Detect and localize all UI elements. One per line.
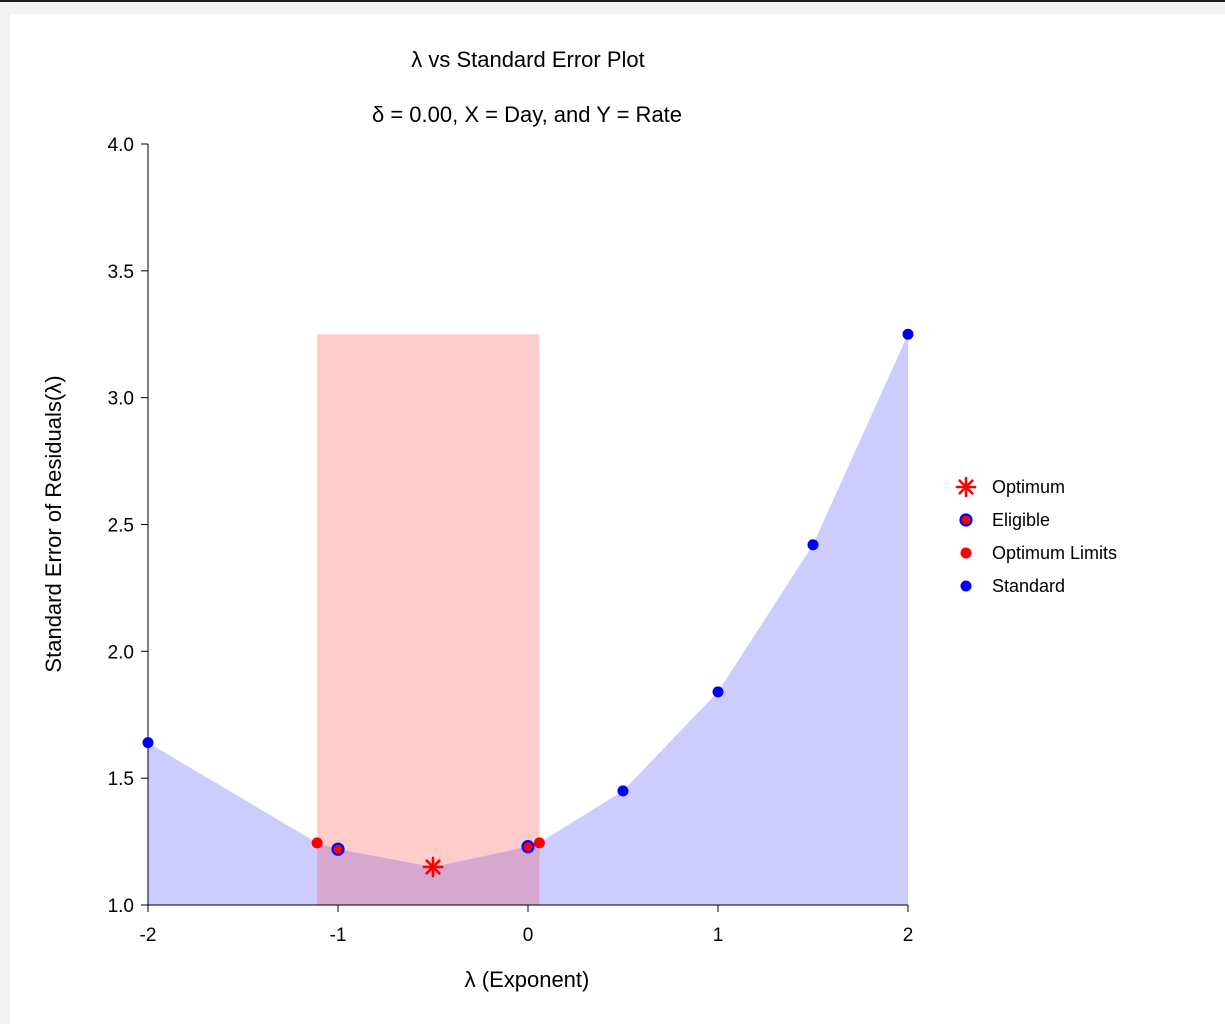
- legend-label-standard: Standard: [992, 576, 1065, 596]
- area-under-curve: [148, 334, 908, 905]
- y-tick-label: 4.0: [108, 135, 134, 156]
- legend-marker-eligible: [959, 513, 973, 527]
- standard-point: [712, 686, 724, 698]
- x-axis-label: λ (Exponent): [465, 967, 590, 992]
- x-tick-label: 0: [523, 925, 534, 946]
- legend-marker-optimum-limits: [960, 547, 972, 559]
- y-tick-label: 3.5: [108, 262, 134, 283]
- x-tick-label: 1: [713, 925, 724, 946]
- legend-label-eligible: Eligible: [992, 510, 1050, 530]
- legend: Optimum Eligible Optimum Limits Standard: [955, 476, 1117, 596]
- x-tick-label: -2: [140, 925, 157, 946]
- y-axis-label: Standard Error of Residuals(λ): [41, 375, 66, 672]
- asterisk-stroke: [958, 479, 974, 495]
- x-tick-label: -1: [330, 925, 347, 946]
- legend-label-optimum-limits: Optimum Limits: [992, 543, 1117, 563]
- legend-marker-standard: [960, 580, 972, 592]
- eligible-point: [521, 840, 535, 854]
- optimum-region: [317, 334, 540, 867]
- optimum-region-overlap: [317, 842, 540, 905]
- legend-label-optimum: Optimum: [992, 477, 1065, 497]
- y-tick-label: 2.0: [108, 642, 134, 663]
- y-tick-label: 2.5: [108, 516, 134, 537]
- standard-point: [902, 328, 914, 340]
- chart-subtitle: δ = 0.00, X = Day, and Y = Rate: [372, 102, 682, 127]
- x-tick-label: 2: [903, 925, 914, 946]
- y-tick-label: 1.0: [108, 896, 134, 917]
- y-tick-label: 1.5: [108, 769, 134, 790]
- standard-point: [807, 539, 819, 551]
- top-rule: [0, 0, 1225, 2]
- optimum-limits-point: [533, 837, 545, 849]
- optimum-point: [422, 856, 444, 878]
- plot-area: 1.0 1.5 2.0 2.5 3.0 3.5 4.0 -2 -1 0 1 2: [108, 135, 914, 946]
- legend-marker-optimum: [955, 476, 977, 498]
- standard-point: [617, 785, 629, 797]
- asterisk-stroke: [425, 859, 441, 875]
- eligible-point: [331, 842, 345, 856]
- chart-title: λ vs Standard Error Plot: [411, 47, 645, 72]
- y-tick-label: 3.0: [108, 389, 134, 410]
- optimum-limits-point: [311, 837, 323, 849]
- standard-point: [142, 737, 154, 749]
